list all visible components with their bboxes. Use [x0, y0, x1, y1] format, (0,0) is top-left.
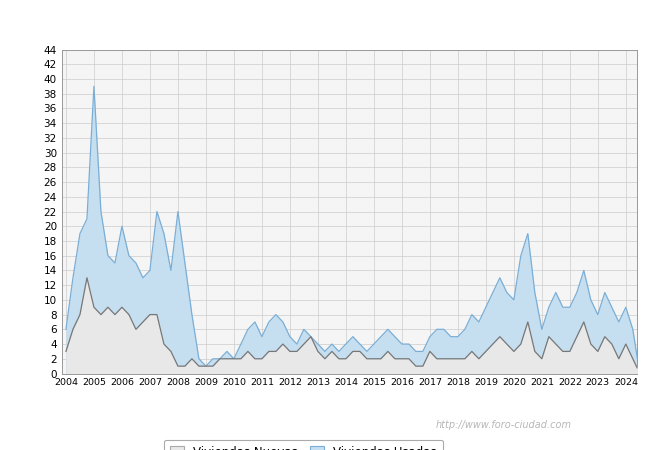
Text: Pliego - Evolucion del Nº de Transacciones Inmobiliarias: Pliego - Evolucion del Nº de Transaccion… [121, 12, 529, 27]
Text: http://www.foro-ciudad.com: http://www.foro-ciudad.com [436, 420, 572, 430]
Legend: Viviendas Nuevas, Viviendas Usadas: Viviendas Nuevas, Viviendas Usadas [164, 440, 443, 450]
